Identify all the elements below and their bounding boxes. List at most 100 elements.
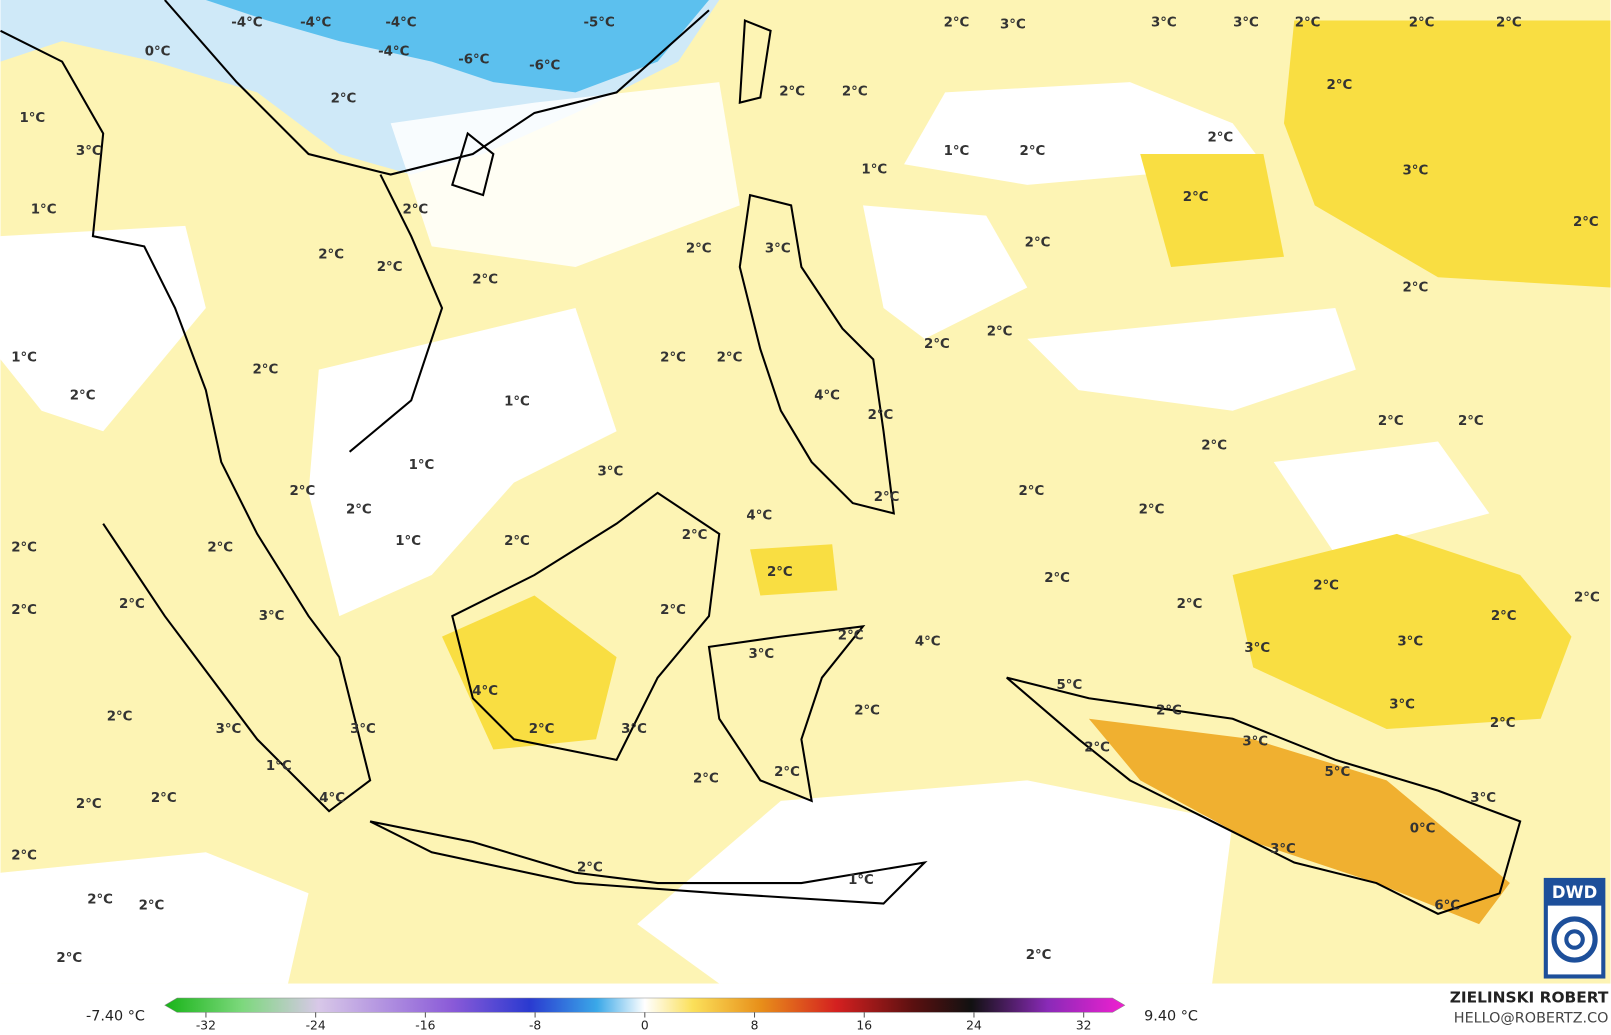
temp-label: 6°C [1434, 899, 1460, 914]
temp-label: 3°C [1270, 842, 1296, 857]
temp-label: 5°C [1325, 765, 1351, 780]
temp-label: 2°C [767, 565, 793, 580]
temp-label: 2°C [207, 540, 233, 555]
temp-label: 1°C [861, 162, 887, 177]
temp-label: 2°C [331, 92, 357, 107]
temp-label: 3°C [76, 144, 102, 159]
temp-label: -5°C [583, 16, 614, 31]
temp-label: 2°C [1496, 16, 1522, 31]
temp-label: 2°C [529, 722, 555, 737]
temp-label: 1°C [19, 111, 45, 126]
map-background [0, 0, 1611, 984]
temp-label: 2°C [693, 771, 719, 786]
temp-label: 2°C [1403, 280, 1429, 295]
temp-label: 2°C [987, 325, 1013, 340]
temp-label: 2°C [1573, 215, 1599, 230]
temp-label: 2°C [1378, 414, 1404, 429]
coastlines [0, 0, 1522, 915]
temp-label: 2°C [87, 892, 113, 907]
temp-label: 2°C [842, 84, 868, 99]
temp-label: 2°C [779, 84, 805, 99]
temp-label: 2°C [11, 603, 37, 618]
colorbar-tick-label: -24 [306, 1018, 326, 1032]
temp-label: 2°C [377, 260, 403, 275]
temp-label: 2°C [119, 597, 145, 612]
temp-label: 2°C [1177, 597, 1203, 612]
temp-label: 1°C [504, 394, 530, 409]
temp-label: 2°C [70, 388, 96, 403]
temp-label: 2°C [1025, 235, 1051, 250]
temp-label: 2°C [472, 272, 498, 287]
temp-label: 2°C [1313, 578, 1339, 593]
temp-label: 1°C [409, 458, 435, 473]
temp-label: 3°C [621, 722, 647, 737]
temp-label: 2°C [1044, 571, 1070, 586]
temp-label: 2°C [1019, 484, 1045, 499]
temp-label: 2°C [1295, 16, 1321, 31]
temp-label: 2°C [854, 704, 880, 719]
temp-label: 2°C [577, 861, 603, 876]
temp-label: 3°C [1244, 641, 1270, 656]
temp-label: 2°C [717, 350, 743, 365]
max-label: 9.40 °C [1144, 1009, 1198, 1025]
temp-label: 2°C [1156, 704, 1182, 719]
temp-label: 2°C [11, 540, 37, 555]
temp-label: 2°C [1183, 190, 1209, 205]
temp-label: 1°C [944, 144, 970, 159]
temp-label: 2°C [1026, 948, 1052, 963]
temp-label: 4°C [472, 684, 498, 699]
temp-label: 3°C [1242, 734, 1268, 749]
temp-label: 2°C [1327, 78, 1353, 93]
temp-label: 2°C [660, 350, 686, 365]
colorbar-tick-label: -32 [196, 1018, 216, 1032]
temp-label: 2°C [504, 534, 530, 549]
temp-label: 3°C [216, 722, 242, 737]
colorbar-tick-label: 32 [1076, 1018, 1092, 1032]
temp-label: 2°C [139, 899, 165, 914]
temp-label: 2°C [318, 248, 344, 263]
temp-label: 1°C [395, 534, 421, 549]
contact: HELLO@ROBERTZ.CO [1454, 1011, 1609, 1027]
temp-label: 3°C [765, 241, 791, 256]
temp-label: 2°C [402, 202, 428, 217]
temp-label: 2°C [1409, 16, 1435, 31]
temp-label: 3°C [259, 609, 285, 624]
temp-label: 3°C [1151, 16, 1177, 31]
temp-label: 2°C [107, 710, 133, 725]
temperature-labels: -4°C -4°C -4°C -5°C 0°C -4°C -6°C -6°C 2°C 3°C 3°C… [11, 16, 1600, 966]
temp-label: 2°C [874, 490, 900, 505]
temp-label: 0°C [145, 44, 171, 59]
temp-label: 2°C [924, 337, 950, 352]
temp-label: 2°C [1490, 716, 1516, 731]
temp-label: 2°C [1084, 741, 1110, 756]
temp-label: 2°C [1491, 609, 1517, 624]
temp-label: 3°C [1233, 16, 1259, 31]
colorbar-ramp [164, 997, 1126, 1013]
colorbar-tick-label: 8 [751, 1018, 759, 1032]
temp-label: 2°C [290, 484, 316, 499]
colorbar-tick-label: -16 [415, 1018, 435, 1032]
logo-text: DWD [1552, 883, 1597, 902]
colorbar: -7.40 °C 9.40 °C -32 -24 -16 -8 0 8 16 24 32 [86, 997, 1198, 1032]
colorbar-tick-label: 0 [641, 1018, 649, 1032]
temp-label: 3°C [1397, 635, 1423, 650]
temp-label: 2°C [1207, 131, 1233, 146]
temp-label: 3°C [1000, 18, 1026, 33]
temp-label: 2°C [346, 502, 372, 517]
temp-label: 1°C [848, 873, 874, 888]
min-label: -7.40 °C [86, 1009, 145, 1025]
temp-label: 4°C [915, 635, 941, 650]
temp-label: 3°C [350, 722, 376, 737]
temp-label: -6°C [458, 53, 489, 68]
temp-label: 2°C [944, 16, 970, 31]
temp-label: -4°C [385, 16, 416, 31]
temp-label: 2°C [660, 603, 686, 618]
temp-label: 4°C [746, 508, 772, 523]
temp-label: 2°C [76, 797, 102, 812]
temp-label: 1°C [266, 759, 292, 774]
dwd-logo: DWD [1543, 877, 1606, 979]
colorbar-tick-label: 24 [966, 1018, 982, 1032]
temp-label: 2°C [253, 363, 279, 378]
